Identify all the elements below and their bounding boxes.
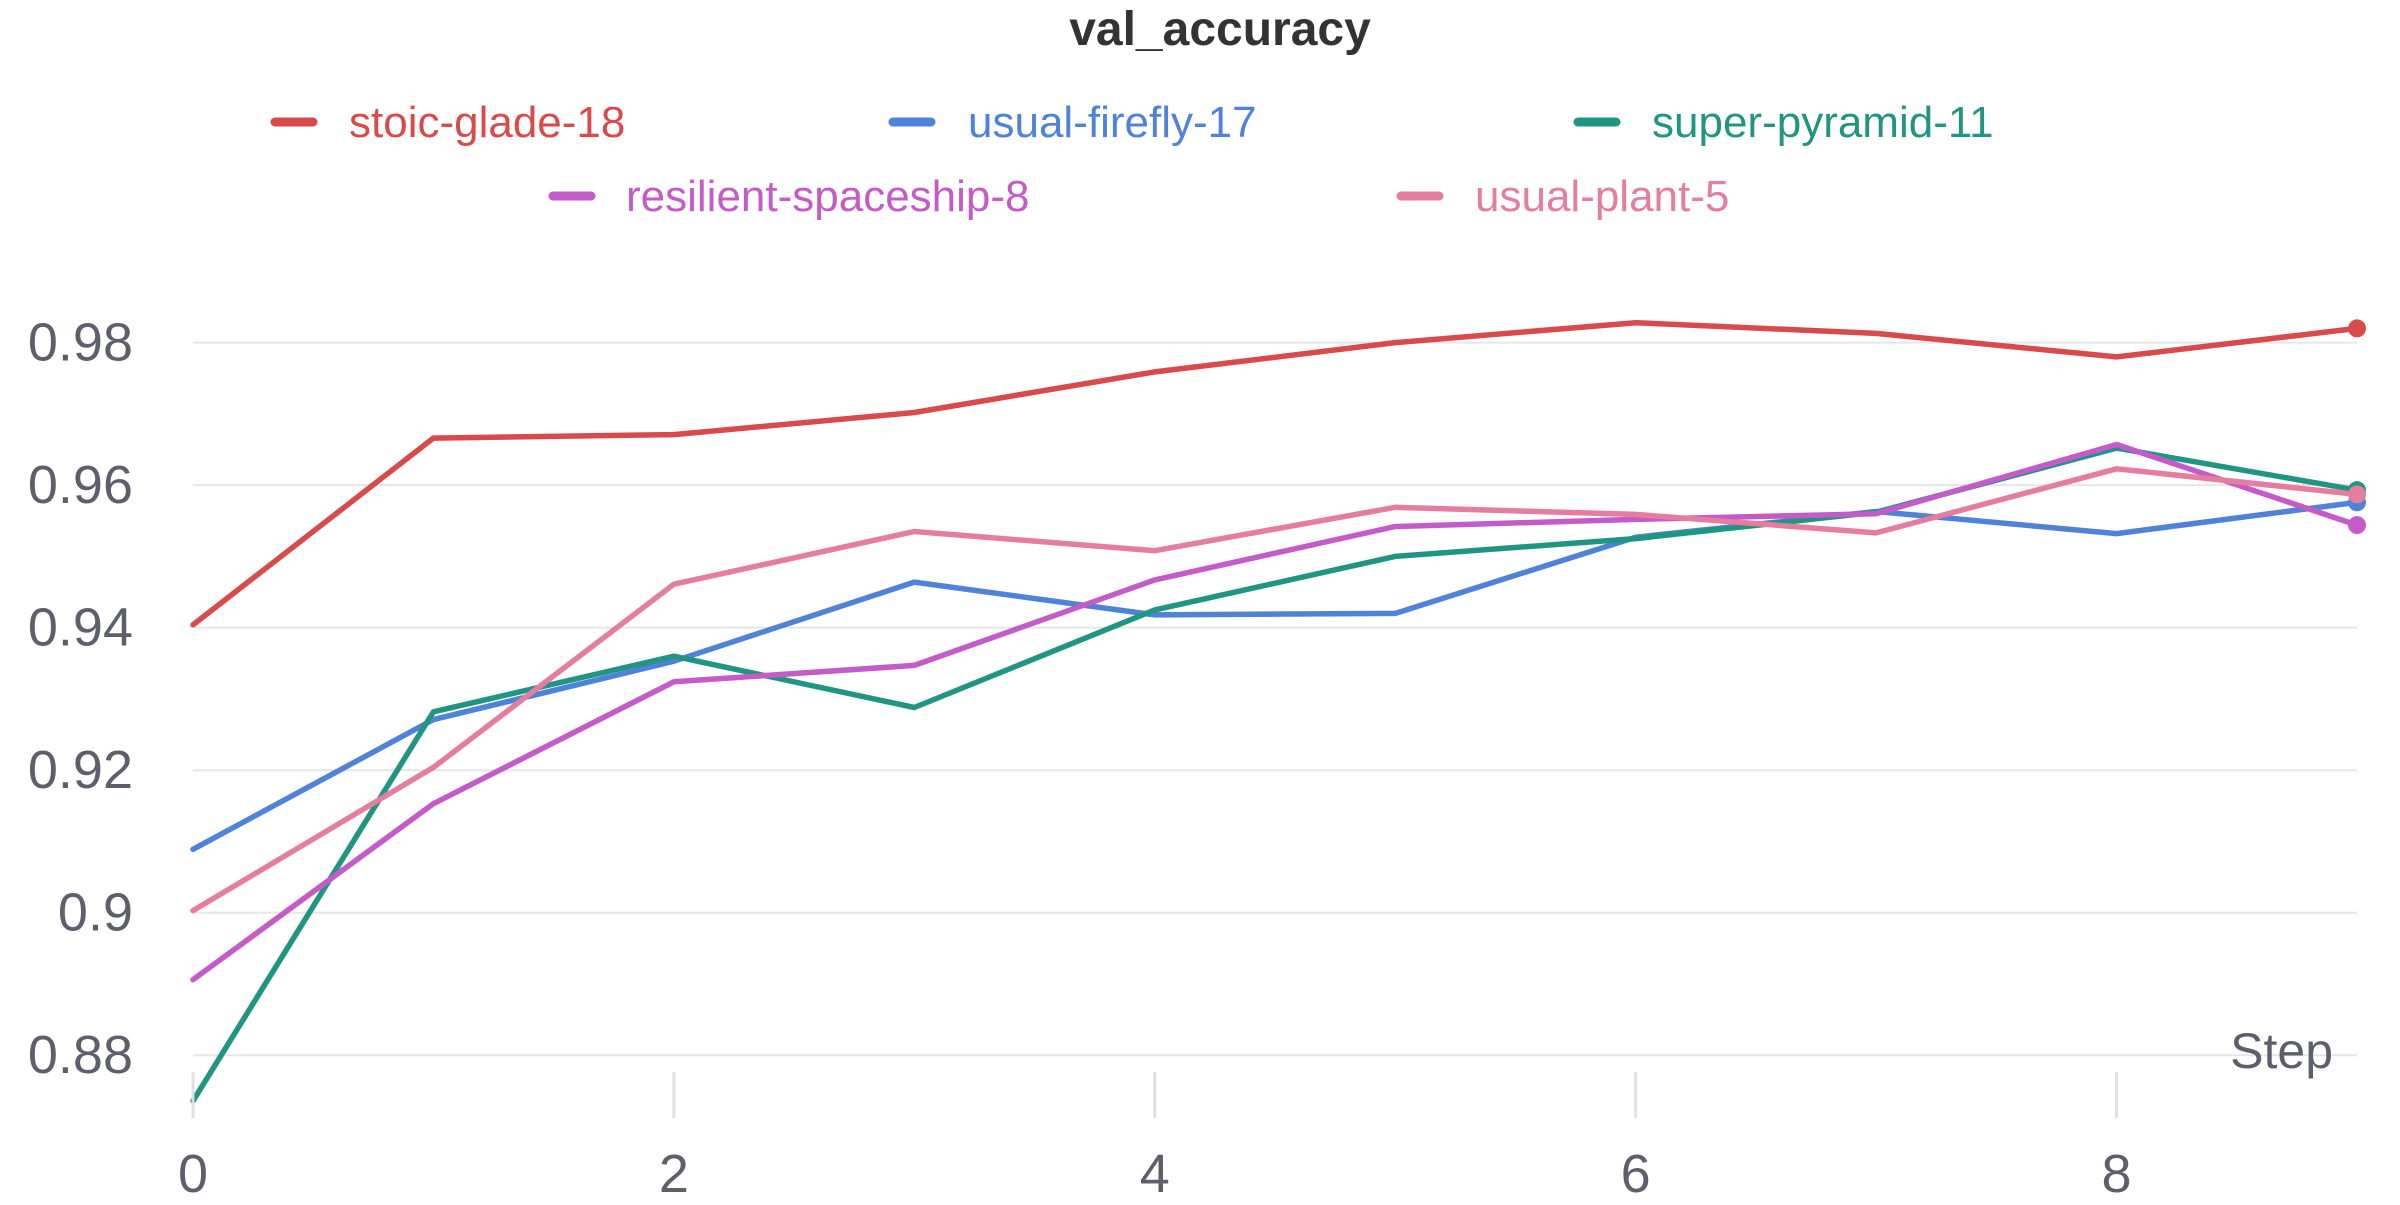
series-endpoint: [2348, 485, 2366, 504]
y-tick-label: 0.94: [28, 598, 133, 658]
y-tick-label: 0.96: [28, 455, 133, 515]
legend-label: usual-firefly-17: [968, 98, 1257, 147]
series-line: [190, 441, 2360, 983]
grid-layer: [193, 341, 2357, 1057]
series-line: [190, 499, 2360, 853]
x-tick-label: 8: [2102, 1144, 2132, 1200]
series-line: [190, 466, 2360, 914]
y-tick-label: 0.9: [58, 883, 133, 943]
legend-label: super-pyramid-11: [1652, 98, 1994, 147]
x-axis-label: Step: [2230, 1023, 2333, 1079]
legend-label: usual-plant-5: [1475, 172, 1729, 221]
y-tick-label: 0.98: [28, 313, 133, 373]
axis-layer: 0.88 0.9 0.92 0.94 0.96 0.98 0 2 4 6 8: [28, 313, 2132, 1204]
series-line: [190, 445, 2360, 1104]
x-tick-label: 4: [1140, 1144, 1170, 1200]
chart-title: val_accuracy: [1069, 3, 1371, 56]
legend-label: stoic-glade-18: [349, 98, 625, 147]
series-endpoint: [2348, 319, 2366, 338]
series-line: [190, 319, 2360, 628]
y-tick-label: 0.88: [28, 1025, 133, 1085]
legend-label: resilient-spaceship-8: [626, 172, 1030, 221]
x-tick-label: 6: [1621, 1144, 1651, 1200]
x-tick-label: 0: [178, 1144, 208, 1200]
legend: stoic-glade-18 usual-firefly-17 super-pyra…: [270, 98, 1994, 221]
series-endpoint: [2348, 516, 2366, 535]
y-tick-label: 0.92: [28, 740, 133, 800]
series-layer: [190, 319, 2366, 1104]
x-tick-label: 2: [659, 1144, 689, 1200]
